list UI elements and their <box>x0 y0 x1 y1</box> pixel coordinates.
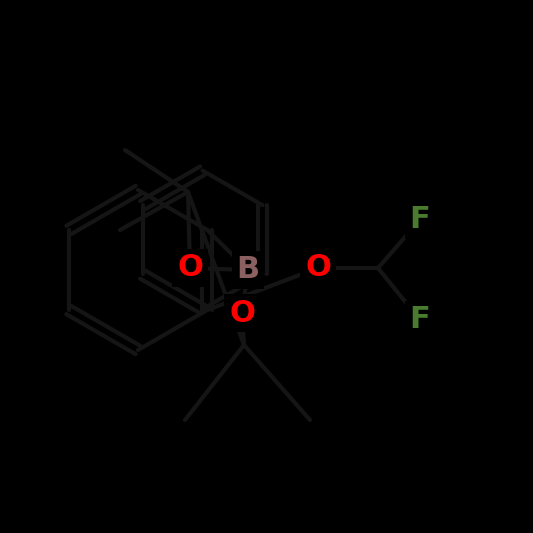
Text: F: F <box>410 305 430 335</box>
Text: B: B <box>237 255 260 285</box>
Text: F: F <box>410 206 430 235</box>
Text: O: O <box>305 254 331 282</box>
Text: O: O <box>177 254 203 282</box>
Text: O: O <box>229 298 255 327</box>
